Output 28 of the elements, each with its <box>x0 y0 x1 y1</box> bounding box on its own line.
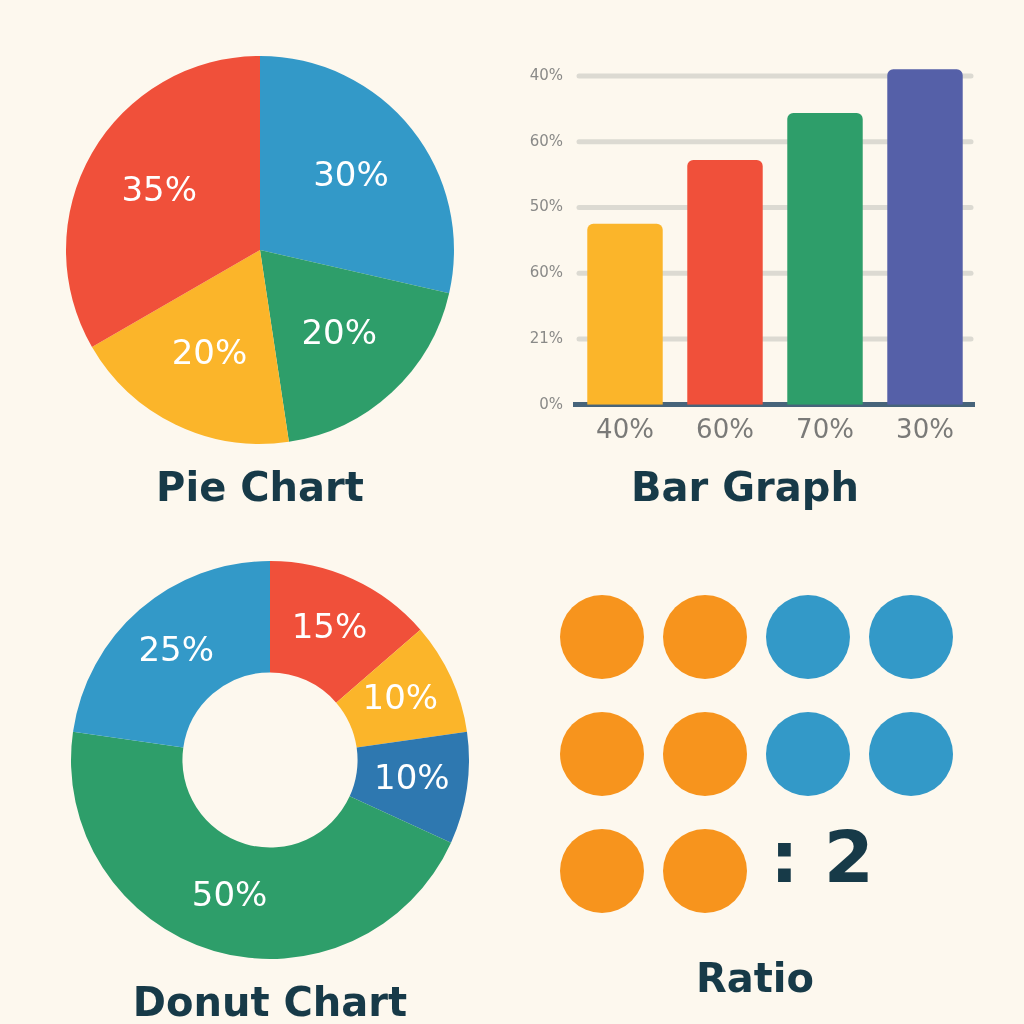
data-label: 20% <box>171 331 248 372</box>
text: Bar Graph <box>630 464 860 510</box>
data-label: 15% <box>291 606 368 647</box>
text: 0% <box>539 394 563 413</box>
text: Pie Chart <box>155 464 365 510</box>
text: Ratio <box>694 955 816 1001</box>
text: 60% <box>529 131 563 150</box>
text: 50% <box>529 197 563 216</box>
data-label: 20% <box>301 312 377 353</box>
bar <box>887 69 963 405</box>
text: 60% <box>529 263 563 282</box>
x-tick-label: 70% <box>796 414 854 445</box>
text: : 2 <box>770 815 874 899</box>
data-label: 50% <box>191 874 268 915</box>
data-label: 10% <box>374 757 450 798</box>
text: 40% <box>529 65 563 84</box>
x-tick-label: 30% <box>896 414 954 445</box>
text: Donut Chart <box>131 979 409 1024</box>
bar <box>687 159 763 405</box>
bar <box>587 223 663 405</box>
x-tick-label: 60% <box>696 414 754 445</box>
data-label: 35% <box>121 168 197 209</box>
text: 21% <box>529 328 563 347</box>
data-label: 30% <box>313 154 389 195</box>
x-tick-label: 40% <box>596 414 654 445</box>
bar <box>787 112 863 405</box>
data-label: 25% <box>138 628 214 669</box>
data-label: 10% <box>362 677 439 718</box>
